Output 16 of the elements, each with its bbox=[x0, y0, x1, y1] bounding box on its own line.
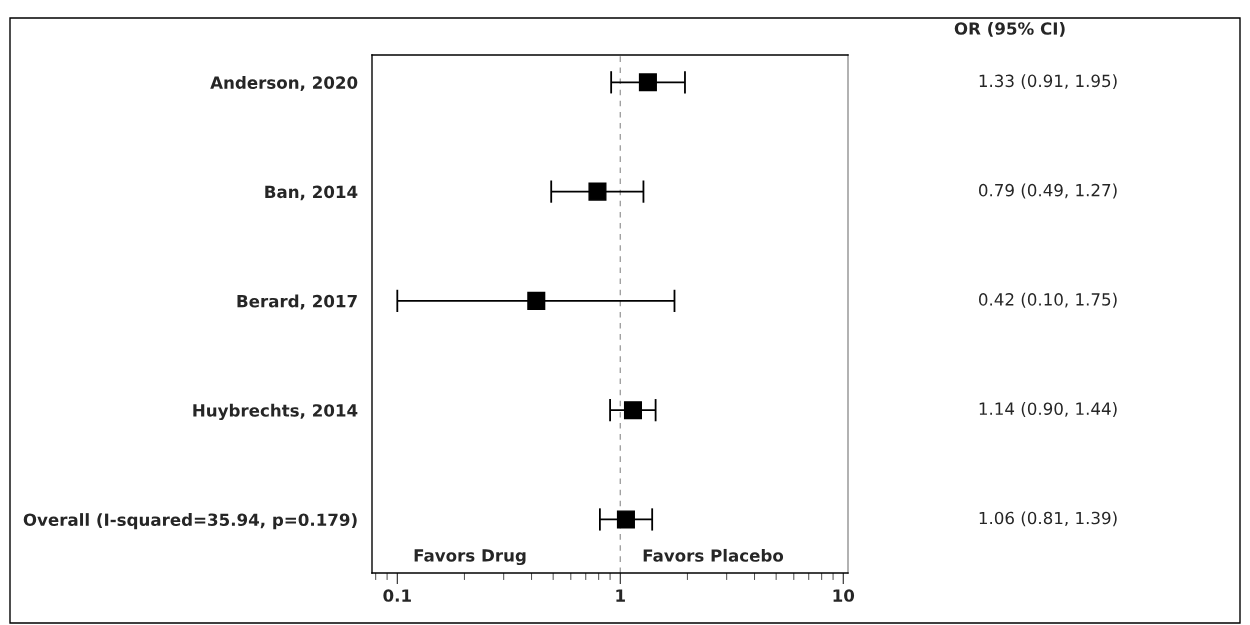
data-label: 1.33 (0.91, 1.95) bbox=[979, 74, 1117, 90]
data-label: 0.42 (0.10, 1.75) bbox=[978, 292, 1117, 308]
y-tick-label: Overall (I-squared=35.94, p=0.179) bbox=[23, 513, 357, 530]
y-tick-label: Berard, 2017 bbox=[237, 294, 357, 310]
annotation: Favors Drug bbox=[414, 549, 526, 566]
x-tick-label: 10 bbox=[833, 589, 855, 602]
text: OR (95% CI) bbox=[954, 21, 1065, 37]
y-tick-label: Huybrechts, 2014 bbox=[193, 403, 358, 421]
data-label: 1.06 (0.81, 1.39) bbox=[979, 511, 1117, 527]
x-tick-label: 1 bbox=[616, 589, 625, 602]
y-tick-label: Ban, 2014 bbox=[265, 185, 358, 201]
data-label: 1.14 (0.90, 1.44) bbox=[979, 402, 1117, 417]
y-tick-label: Anderson, 2020 bbox=[210, 75, 358, 92]
annotation: Favors Placebo bbox=[643, 548, 784, 562]
data-label: 0.79 (0.49, 1.27) bbox=[978, 183, 1117, 199]
x-tick-label: 0.1 bbox=[383, 589, 411, 602]
